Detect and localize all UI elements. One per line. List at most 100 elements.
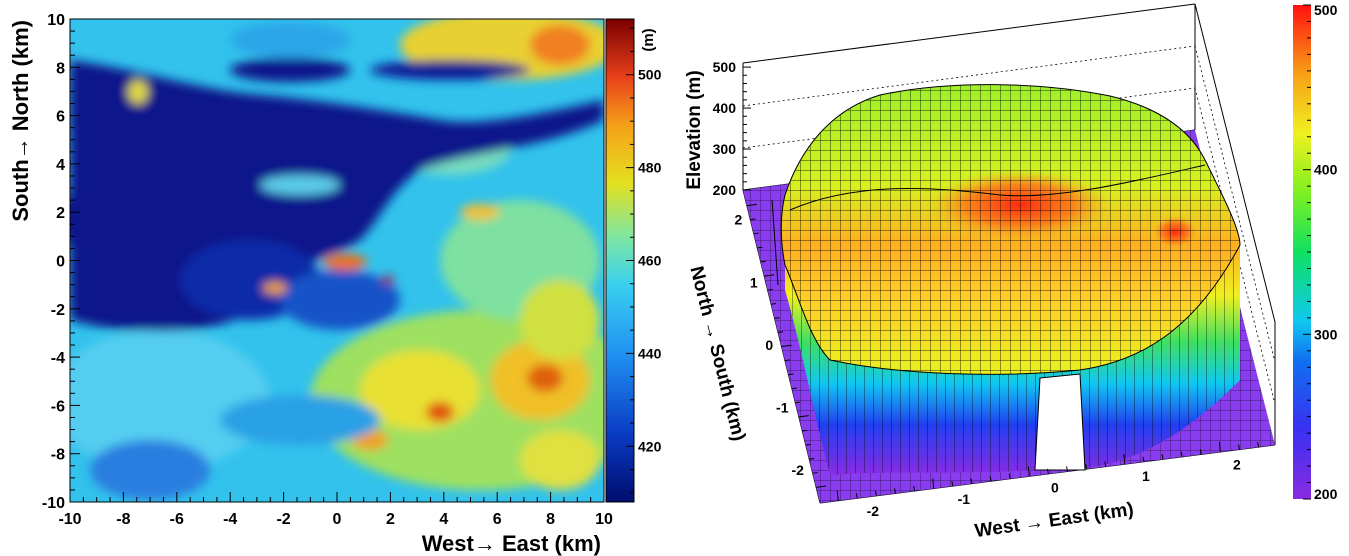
y-tick-mark — [812, 472, 818, 474]
colorbar-tick-label: 440 — [638, 345, 662, 361]
y-tick-mark — [767, 288, 773, 291]
x-tick-mark — [1027, 466, 1030, 477]
heatmap-colorbar-ticks: 500 480 460 440 420 — [626, 27, 662, 494]
z-tick-label: 400 — [713, 100, 737, 116]
x-tick-mark — [836, 490, 839, 501]
y-tick-label: 6 — [56, 109, 65, 126]
y-tick-mark — [809, 457, 815, 460]
x-tick-mark — [951, 480, 954, 487]
x-tick-mark — [1218, 441, 1221, 453]
y-tick-mark — [750, 218, 756, 221]
z-tick-label: 500 — [713, 59, 737, 75]
surface-colorbar — [1293, 5, 1311, 499]
x-tick-label: -8 — [116, 511, 130, 528]
x-tick-label: 0 — [333, 511, 342, 528]
x-tick-label: -1 — [958, 491, 971, 507]
x-tick-mark — [1180, 451, 1183, 457]
x-tick-mark — [1123, 454, 1126, 465]
x-tick-label: 0 — [1051, 480, 1059, 496]
colorbar-tick-label: 500 — [1314, 2, 1338, 18]
heatmap-x-ticks: -10 -8 -6 -4 -2 0 2 4 6 8 10 — [58, 492, 613, 528]
y-tick-mark — [784, 359, 791, 362]
y-tick-label: 2 — [735, 212, 743, 228]
x-tick-label: 2 — [386, 511, 395, 528]
surface-colorbar-ticks: 500 400 300 200 — [1303, 2, 1338, 502]
colorbar-tick-label: 460 — [638, 253, 662, 269]
x-tick-mark — [894, 488, 897, 494]
y-tick-label: 8 — [56, 60, 65, 77]
heatmap-image — [70, 19, 604, 502]
surface-gap — [1034, 373, 1086, 471]
x-tick-label: -4 — [223, 511, 237, 528]
x-tick-mark — [932, 478, 935, 489]
y-tick-mark — [760, 260, 766, 263]
z-tick-label: 200 — [713, 182, 737, 198]
x-tick-mark — [1199, 449, 1202, 455]
y-tick-mark — [781, 344, 792, 347]
x-tick-mark — [989, 476, 992, 482]
surface-z-ticks: 200 300 400 500 — [713, 59, 751, 198]
x-tick-label: 8 — [546, 511, 555, 528]
surface-x-ticks: -2 -1 0 1 2 — [836, 441, 1260, 519]
y-tick-mark — [771, 303, 777, 305]
surface-z-axis-label: Elevation (m) — [684, 70, 705, 189]
y-tick-mark — [777, 331, 784, 333]
y-tick-mark — [764, 274, 775, 277]
x-tick-label: -6 — [170, 511, 184, 528]
x-tick-label: -10 — [58, 511, 81, 528]
x-tick-mark — [1161, 454, 1164, 460]
x-tick-label: 4 — [439, 511, 448, 528]
y-tick-mark — [805, 443, 811, 446]
x-tick-label: 2 — [1233, 456, 1241, 472]
y-tick-label: 0 — [56, 254, 65, 271]
x-tick-mark — [1238, 444, 1241, 450]
heatmap-y-axis-label: South→ North (km) — [8, 20, 33, 222]
y-tick-label: -1 — [776, 400, 789, 416]
y-tick-label: 4 — [56, 157, 65, 174]
colorbar-tick-label: 500 — [638, 67, 662, 83]
y-tick-mark — [795, 401, 801, 404]
y-tick-mark — [774, 317, 780, 319]
x-tick-mark — [874, 490, 877, 496]
x-tick-mark — [1085, 463, 1088, 470]
y-tick-label: -4 — [51, 350, 65, 367]
surface-panel: 200 300 400 500 2 1 0 -1 -2 -2 -1 0 1 2 Elevation (… — [684, 2, 1338, 542]
x-tick-mark — [1142, 456, 1145, 462]
x-tick-label: 6 — [493, 511, 502, 528]
y-tick-label: -10 — [42, 495, 65, 512]
colorbar-tick-label: 400 — [1314, 162, 1338, 178]
y-tick-label: -8 — [51, 447, 65, 464]
y-tick-label: 10 — [47, 12, 65, 29]
y-tick-mark — [788, 373, 794, 376]
z-tick-label: 300 — [713, 141, 737, 157]
y-tick-mark — [802, 429, 808, 432]
x-tick-mark — [970, 478, 973, 484]
y-tick-mark — [753, 232, 759, 235]
y-tick-label: -2 — [791, 462, 804, 478]
x-tick-label: -2 — [276, 511, 290, 528]
colorbar-tick-label: 420 — [638, 438, 662, 454]
surface-y-ticks: 2 1 0 -1 -2 — [735, 203, 827, 488]
x-tick-label: 10 — [595, 511, 613, 528]
y-tick-mark — [816, 485, 827, 488]
x-tick-mark — [1104, 461, 1107, 467]
x-tick-mark — [1008, 473, 1011, 479]
x-tick-label: 1 — [1142, 468, 1150, 484]
x-tick-label: -2 — [867, 503, 880, 519]
y-tick-label: 0 — [765, 337, 773, 353]
y-tick-mark — [798, 415, 809, 418]
x-tick-mark — [1046, 468, 1049, 474]
x-tick-mark — [1066, 466, 1069, 472]
y-tick-mark — [757, 246, 763, 249]
y-tick-mark — [746, 203, 757, 207]
colorbar-tick-label: 300 — [1314, 326, 1338, 342]
x-tick-mark — [913, 485, 916, 492]
surface-y-axis-label: North → South (km) — [685, 264, 749, 443]
x-tick-mark — [1257, 441, 1260, 448]
y-tick-label: 2 — [56, 205, 65, 222]
surface-x-axis-label: West → East (km) — [973, 499, 1135, 542]
colorbar-tick-label: 480 — [638, 160, 662, 176]
colorbar-tick-label: 200 — [1314, 486, 1338, 502]
